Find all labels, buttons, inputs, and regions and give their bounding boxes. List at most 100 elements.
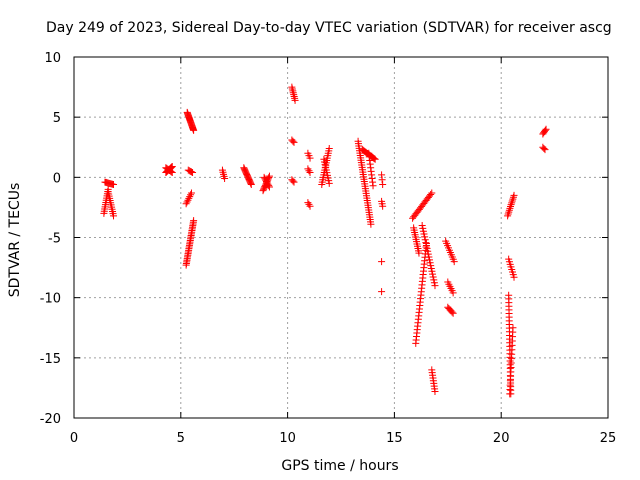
data-point xyxy=(509,193,517,201)
data-point xyxy=(304,165,312,173)
data-point xyxy=(186,193,194,201)
data-point xyxy=(449,289,457,297)
data-point xyxy=(507,203,515,211)
data-point xyxy=(110,181,118,189)
data-point xyxy=(429,270,437,278)
data-point xyxy=(542,125,550,133)
grid-lines xyxy=(74,57,608,418)
data-point xyxy=(509,324,517,332)
data-point xyxy=(421,236,429,244)
data-point xyxy=(541,126,549,134)
data-point xyxy=(306,202,314,210)
data-point xyxy=(183,198,191,206)
x-axis-ticks: 0 5 10 15 20 25 xyxy=(70,57,616,446)
data-point xyxy=(289,137,297,145)
data-point xyxy=(504,210,512,218)
data-point xyxy=(325,179,333,187)
data-point xyxy=(306,169,314,177)
data-point xyxy=(221,175,229,183)
data-point xyxy=(425,256,433,264)
data-point xyxy=(427,262,435,270)
data-point xyxy=(369,154,377,162)
x-axis-label: GPS time / hours xyxy=(281,458,398,474)
x-tick-label: 15 xyxy=(386,431,403,446)
data-point xyxy=(378,288,386,296)
data-point xyxy=(427,264,435,272)
data-point xyxy=(505,208,513,216)
data-point xyxy=(448,308,456,316)
data-point xyxy=(378,176,386,184)
data-point xyxy=(418,221,426,229)
data-point xyxy=(504,212,512,220)
data-point xyxy=(187,189,195,197)
data-point xyxy=(431,282,439,290)
data-point xyxy=(168,163,176,171)
data-point xyxy=(506,204,514,212)
data-point xyxy=(415,249,423,257)
x-tick-label: 25 xyxy=(600,431,617,446)
y-tick-label: -20 xyxy=(40,412,61,427)
data-point xyxy=(430,279,438,287)
data-point xyxy=(419,227,427,235)
data-point xyxy=(427,190,435,198)
data-point xyxy=(304,199,312,207)
data-point xyxy=(509,195,517,203)
data-point xyxy=(190,217,198,225)
data-point xyxy=(541,146,549,154)
data-point xyxy=(184,196,192,204)
data-point xyxy=(378,171,386,179)
data-point xyxy=(426,259,434,267)
data-point xyxy=(110,212,118,220)
data-point xyxy=(305,167,313,175)
y-tick-label: 10 xyxy=(44,51,61,66)
y-tick-label: 5 xyxy=(53,111,61,126)
y-tick-label: 0 xyxy=(53,171,61,186)
data-point xyxy=(369,182,377,190)
data-point xyxy=(510,191,518,199)
data-point xyxy=(429,273,437,281)
data-point xyxy=(505,206,513,214)
data-point xyxy=(189,169,197,177)
data-point xyxy=(420,230,428,238)
data-point xyxy=(167,168,175,176)
data-point xyxy=(421,233,429,241)
data-point xyxy=(431,388,439,396)
data-point xyxy=(428,189,436,197)
data-point xyxy=(370,155,378,163)
data-point xyxy=(422,240,430,248)
data-point xyxy=(378,258,386,266)
data-series xyxy=(100,83,550,398)
chart-title: Day 249 of 2023, Sidereal Day-to-day VTE… xyxy=(46,20,612,36)
y-tick-label: -10 xyxy=(40,292,61,307)
data-point xyxy=(265,172,273,180)
data-point xyxy=(265,182,273,190)
data-point xyxy=(367,220,375,228)
data-point xyxy=(428,267,436,275)
data-point xyxy=(289,177,297,185)
data-point xyxy=(325,144,333,152)
data-point xyxy=(291,96,299,104)
data-point xyxy=(379,202,387,210)
data-point xyxy=(190,126,198,134)
data-point xyxy=(507,201,515,209)
data-point xyxy=(419,224,427,232)
data-point xyxy=(265,183,273,191)
data-point xyxy=(430,276,438,284)
data-point xyxy=(187,168,195,176)
data-point xyxy=(185,194,193,202)
data-point xyxy=(450,258,458,266)
data-point xyxy=(306,154,314,162)
x-tick-label: 20 xyxy=(493,431,510,446)
x-tick-label: 5 xyxy=(177,431,185,446)
y-axis-label: SDTVAR / TECUs xyxy=(7,183,23,298)
y-tick-label: -5 xyxy=(48,232,61,247)
data-point xyxy=(508,199,516,207)
data-point xyxy=(182,200,190,208)
y-axis-ticks: -20 -15 -10 -5 0 5 10 xyxy=(40,51,608,427)
data-point xyxy=(290,178,298,186)
x-tick-label: 0 xyxy=(70,431,78,446)
data-point xyxy=(371,155,379,163)
y-tick-label: -15 xyxy=(40,352,61,367)
data-point xyxy=(510,273,518,281)
